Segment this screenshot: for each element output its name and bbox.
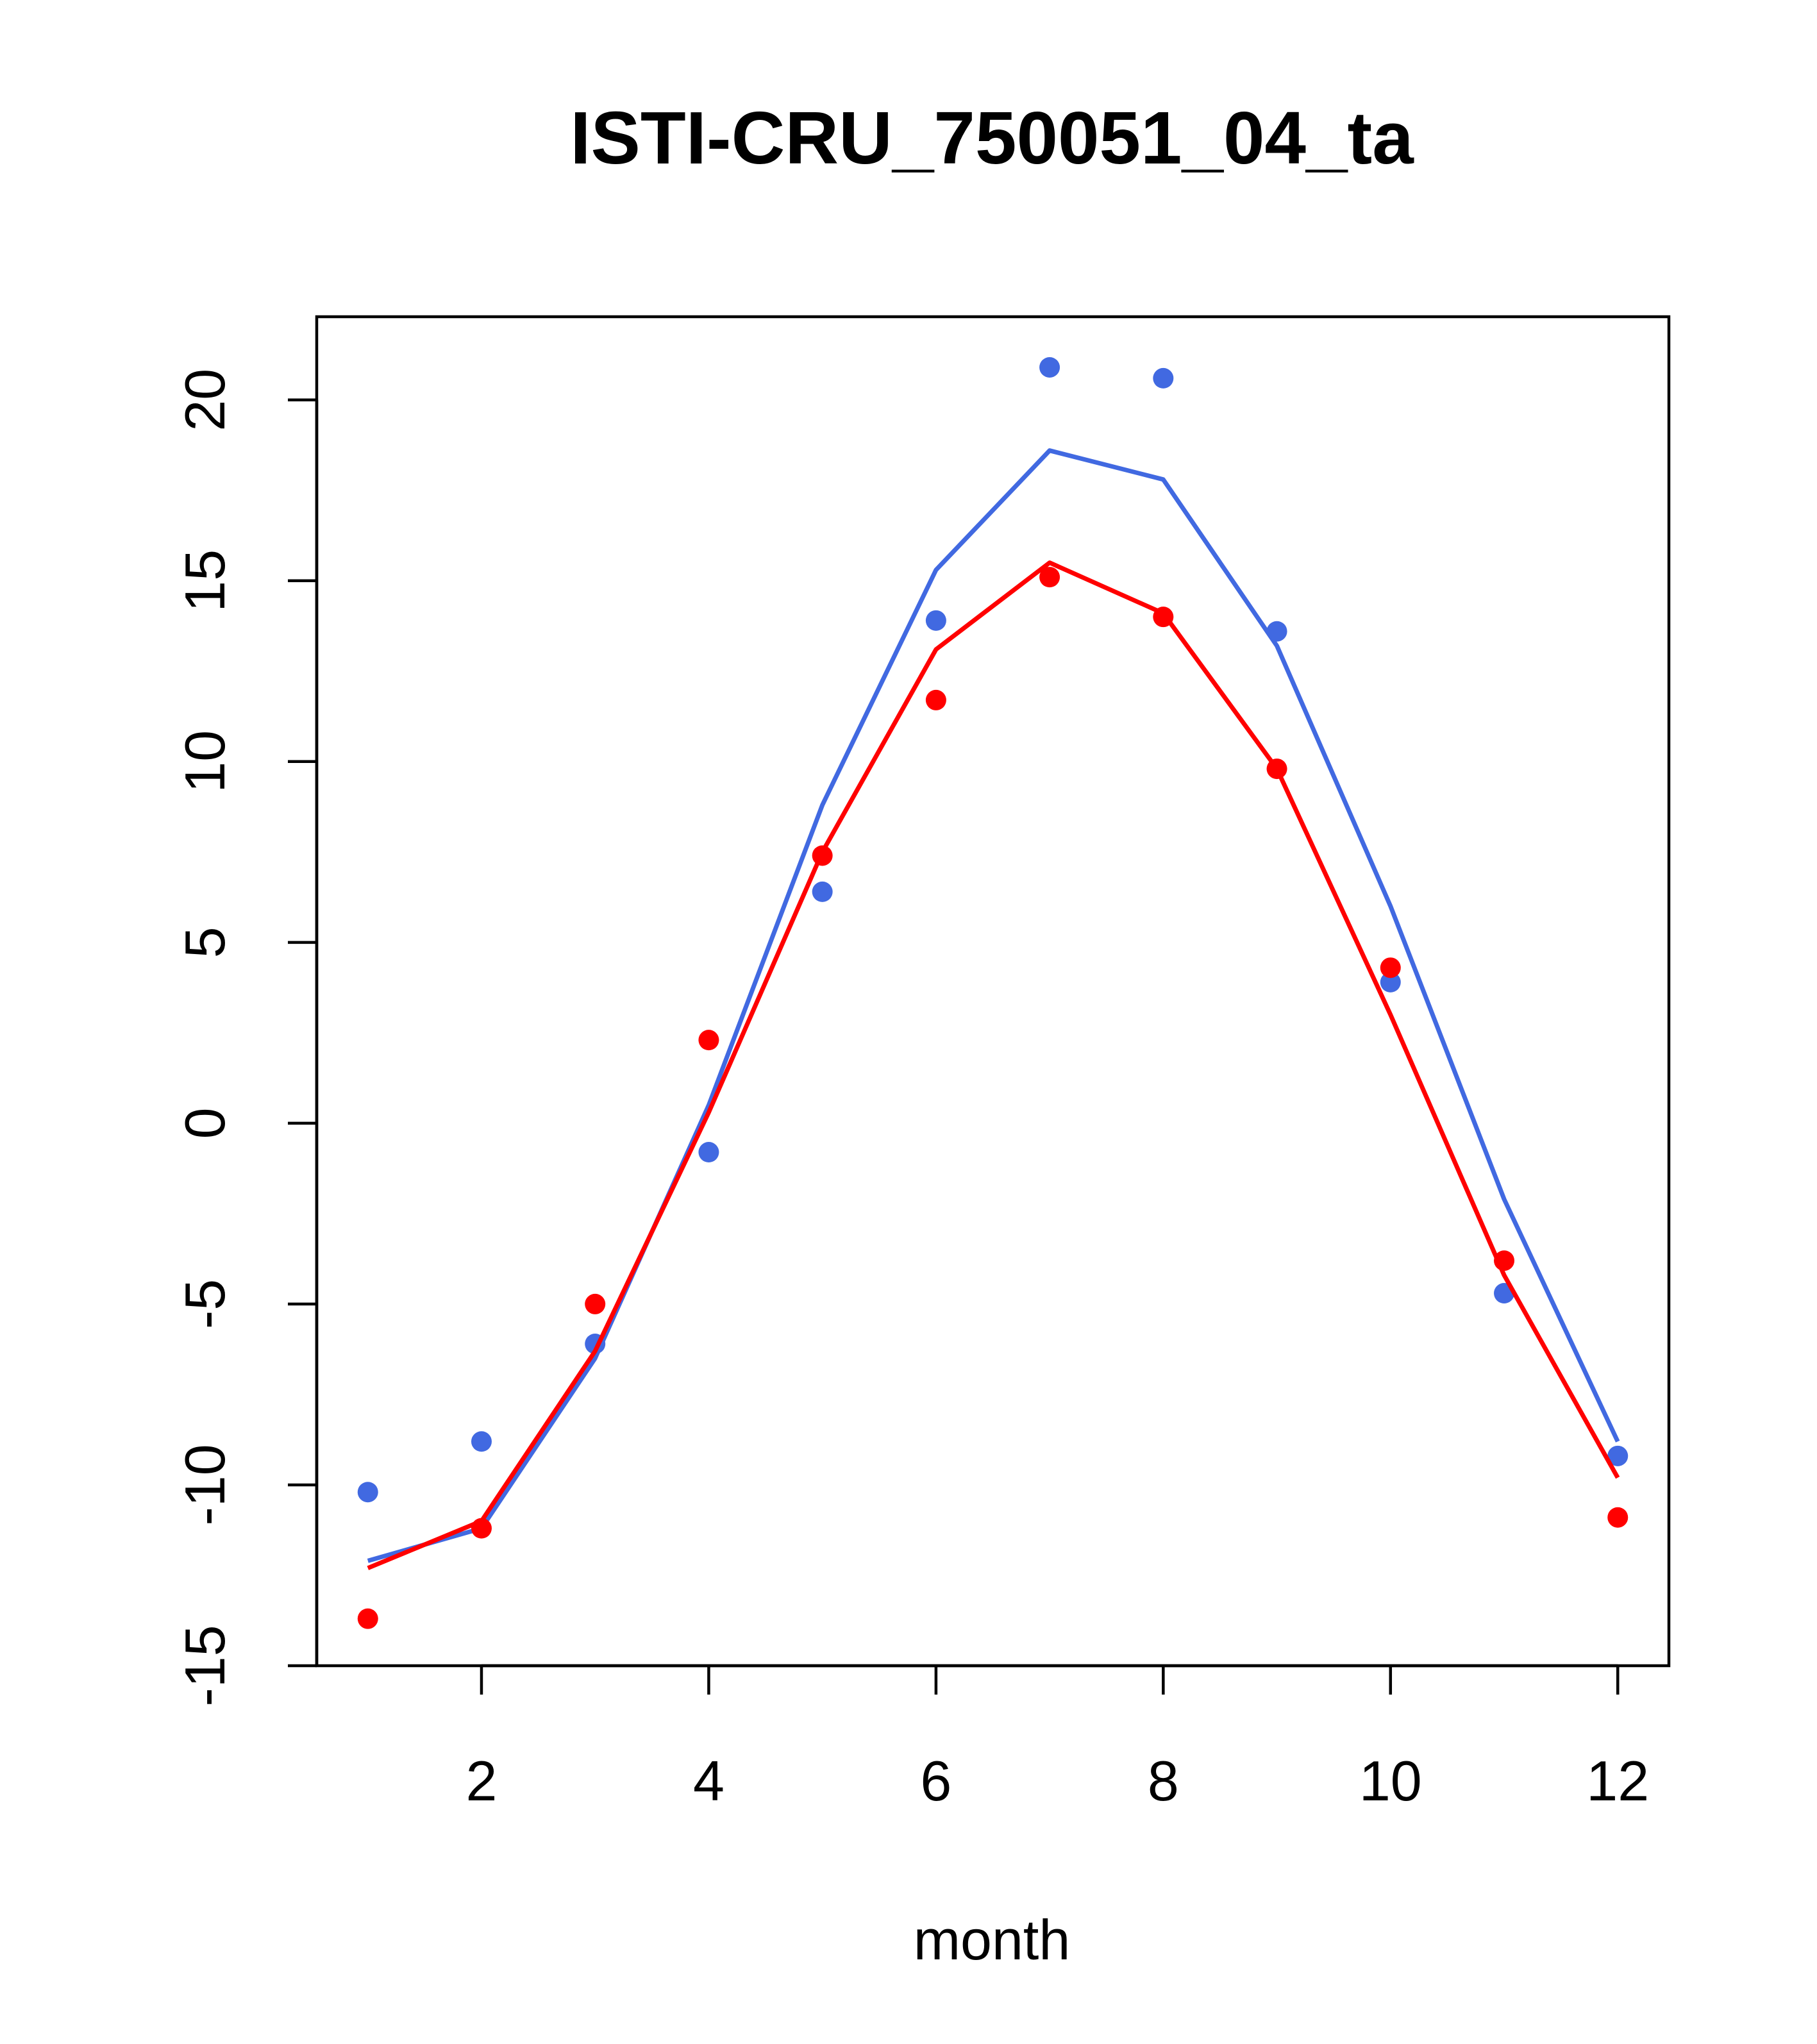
x-tick-label: 6 [920,1749,951,1813]
series-2-line [367,560,1620,1570]
x-axis: 2 4 6 8 10 12 [466,1664,1649,1813]
x-tick-label: 8 [1148,1749,1179,1813]
series-1-point [698,1142,719,1163]
series-2-point [357,1608,378,1629]
series-1-line [367,448,1620,1563]
x-tick-label: 4 [693,1749,724,1813]
series-2-point [1039,567,1060,588]
chart-title: ISTI-CRU_750051_04_ta [570,96,1414,180]
y-tick-label: 10 [173,730,237,793]
series-1-point [925,610,946,631]
series-layer [357,356,1629,1629]
y-tick-label: -15 [173,1625,237,1706]
series-1-point [812,881,833,902]
series-2-point [925,689,946,710]
y-axis: -15 -10 -5 0 5 10 15 20 [173,369,319,1707]
series-2-point [1266,758,1287,780]
x-tick-label: 12 [1586,1749,1649,1813]
series-1-point [1266,621,1287,642]
series-1-point [1039,356,1060,378]
series-1-point [1380,971,1401,993]
series-2-point [1607,1507,1629,1528]
series-1 [357,356,1629,1563]
series-1-point [1607,1445,1629,1466]
series-2 [357,560,1629,1629]
y-tick-label: 5 [173,926,237,958]
series-2-point [585,1293,606,1314]
y-tick-label: -5 [173,1279,237,1329]
series-2-point [698,1030,719,1051]
series-1-point [471,1431,492,1452]
x-tick-label: 10 [1359,1749,1422,1813]
series-1-point [1153,367,1174,389]
y-tick-label: 0 [173,1107,237,1139]
series-2-point [471,1518,492,1539]
series-2-point [812,845,833,866]
series-2-point [1153,607,1174,628]
series-2-point [1494,1250,1515,1271]
y-tick-label: 15 [173,549,237,612]
y-tick-label: 20 [173,369,237,431]
x-axis-title: month [914,1908,1071,1972]
x-tick-label: 2 [466,1749,498,1813]
y-tick-label: -10 [173,1444,237,1525]
series-2-point [1380,957,1401,978]
series-1-point [357,1482,378,1503]
